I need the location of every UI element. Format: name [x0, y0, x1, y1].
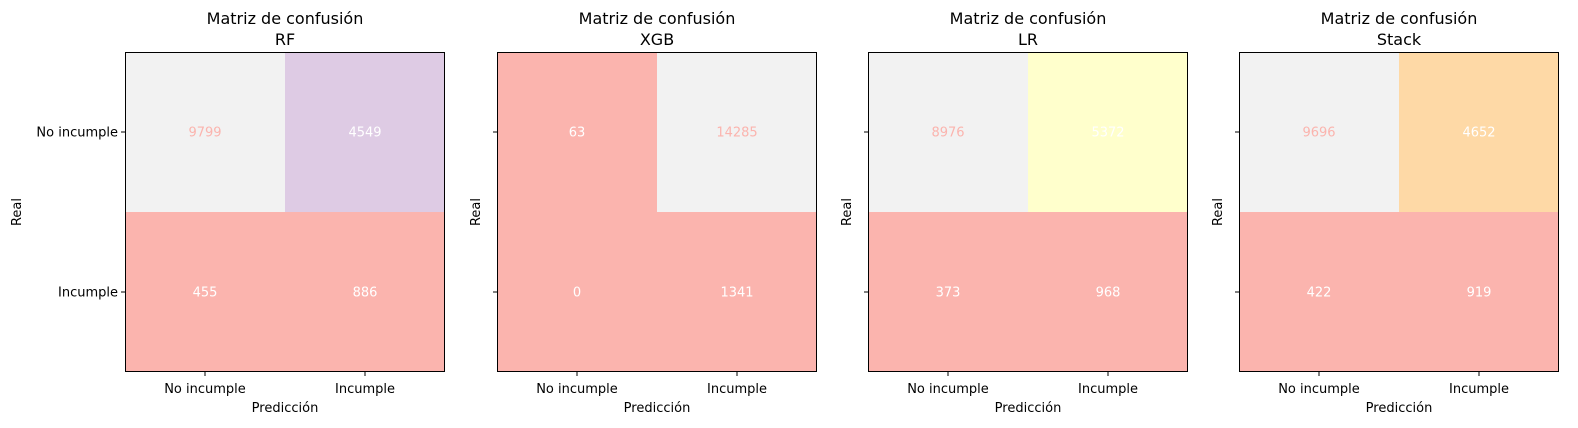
y-axis-label: Real	[469, 198, 484, 226]
matrix-cell	[1239, 212, 1399, 372]
matrix-cell	[868, 52, 1028, 212]
matrix-cell	[285, 52, 445, 212]
y-tick-label: No incumple	[36, 126, 118, 141]
cell-value-label: 5372	[1091, 126, 1124, 141]
x-tick-label: Incumple	[1449, 382, 1509, 397]
plot-frame	[125, 52, 445, 372]
x-tick-label: Incumple	[1078, 382, 1138, 397]
y-tick-label: Incumple	[58, 286, 118, 301]
cell-value-label: 886	[353, 286, 378, 301]
x-axis-label: Predicción	[995, 401, 1062, 416]
cell-value-label: 4652	[1462, 126, 1495, 141]
plot-frame	[1239, 52, 1559, 372]
matrix-cell	[1399, 212, 1559, 372]
x-tick-label: Incumple	[335, 382, 395, 397]
chart-subtitle: Stack	[1377, 30, 1422, 49]
y-axis-label: Real	[840, 198, 855, 226]
matrix-cell	[125, 212, 285, 372]
chart-title: Matriz de confusión	[207, 9, 364, 28]
matrix-cell	[497, 52, 657, 212]
cell-value-label: 0	[573, 286, 581, 301]
x-tick-label: Incumple	[707, 382, 767, 397]
chart-title: Matriz de confusión	[579, 9, 736, 28]
matrix-cell	[657, 52, 817, 212]
chart-title: Matriz de confusión	[1321, 9, 1478, 28]
x-axis-label: Predicción	[252, 401, 319, 416]
y-axis-label: Real	[1211, 198, 1226, 226]
y-axis-label: Real	[10, 198, 25, 226]
matrix-cell	[1239, 52, 1399, 212]
plot-frame	[868, 52, 1188, 372]
matrix-cell	[125, 52, 285, 212]
x-tick-label: No incumple	[907, 382, 989, 397]
x-tick-label: No incumple	[1278, 382, 1360, 397]
matrix-cell	[868, 212, 1028, 372]
cell-value-label: 9696	[1302, 126, 1335, 141]
cell-value-label: 919	[1467, 286, 1492, 301]
cell-value-label: 63	[569, 126, 586, 141]
cell-value-label: 9799	[188, 126, 221, 141]
cell-value-label: 8976	[931, 126, 964, 141]
matrix-cell	[1028, 52, 1188, 212]
cell-value-label: 455	[193, 286, 218, 301]
matrix-cell	[657, 212, 817, 372]
x-axis-label: Predicción	[1366, 401, 1433, 416]
cell-value-label: 1341	[720, 286, 753, 301]
matrix-cell	[497, 212, 657, 372]
cell-value-label: 14285	[716, 126, 757, 141]
x-axis-label: Predicción	[624, 401, 691, 416]
cell-value-label: 422	[1307, 286, 1332, 301]
matrix-cell	[1028, 212, 1188, 372]
chart-title: Matriz de confusión	[950, 9, 1107, 28]
cell-value-label: 968	[1096, 286, 1121, 301]
matrix-cell	[285, 212, 445, 372]
chart-subtitle: LR	[1018, 30, 1038, 49]
matrix-cell	[1399, 52, 1559, 212]
x-tick-label: No incumple	[536, 382, 618, 397]
chart-subtitle: RF	[275, 30, 295, 49]
chart-subtitle: XGB	[640, 30, 674, 49]
x-tick-label: No incumple	[164, 382, 246, 397]
cell-value-label: 373	[936, 286, 961, 301]
cell-value-label: 4549	[348, 126, 381, 141]
plot-frame	[497, 52, 817, 372]
